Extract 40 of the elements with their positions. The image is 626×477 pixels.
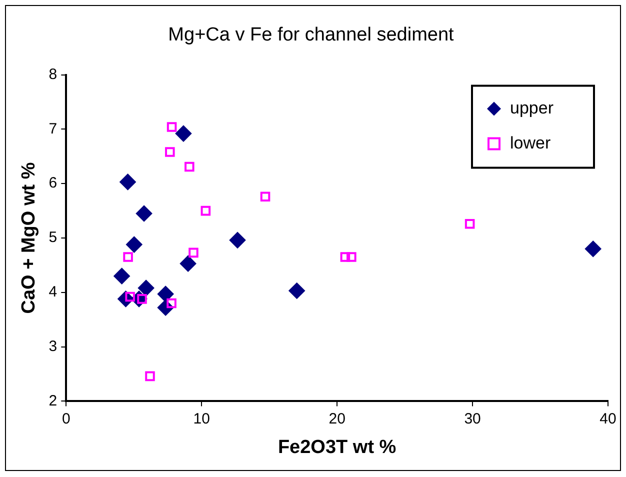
y-tick-label: 5 (48, 229, 58, 246)
point (288, 282, 305, 299)
x-tick-label: 0 (62, 410, 70, 428)
point (114, 268, 130, 284)
point (260, 192, 270, 202)
point (188, 248, 198, 258)
point (180, 256, 196, 272)
y-tick-label: 7 (48, 120, 58, 138)
point (230, 232, 246, 248)
y-tick-label: 6 (48, 174, 58, 192)
x-tick-label: 10 (193, 410, 210, 428)
point (126, 236, 142, 253)
y-tick-label: 3 (48, 338, 58, 355)
point (464, 218, 475, 229)
x-tick-label: 20 (328, 410, 346, 428)
point (585, 240, 602, 257)
chart-title: Mg+Ca v Fe for channel sediment (168, 24, 455, 46)
point (184, 162, 194, 172)
point (165, 147, 175, 157)
point (175, 126, 192, 142)
point (200, 206, 211, 216)
point (120, 174, 136, 190)
legend-label: lower (510, 133, 551, 152)
point (346, 252, 356, 262)
x-axis-title: Fe2O3T wt % (278, 436, 396, 458)
y-tick-label: 4 (48, 284, 58, 301)
x-tick-label: 30 (464, 410, 481, 428)
point (123, 252, 133, 262)
y-axis-title: CaO + MgO wt % (18, 162, 40, 314)
point (166, 298, 176, 308)
point (138, 280, 154, 296)
y-tick-label: 2 (48, 392, 58, 410)
y-tick-label: 8 (48, 66, 58, 83)
point (145, 371, 155, 382)
x-tick-label: 40 (600, 410, 616, 428)
point (340, 252, 350, 262)
point (166, 122, 177, 132)
legend-label: upper (510, 98, 554, 118)
point (136, 206, 152, 222)
point (158, 286, 174, 302)
